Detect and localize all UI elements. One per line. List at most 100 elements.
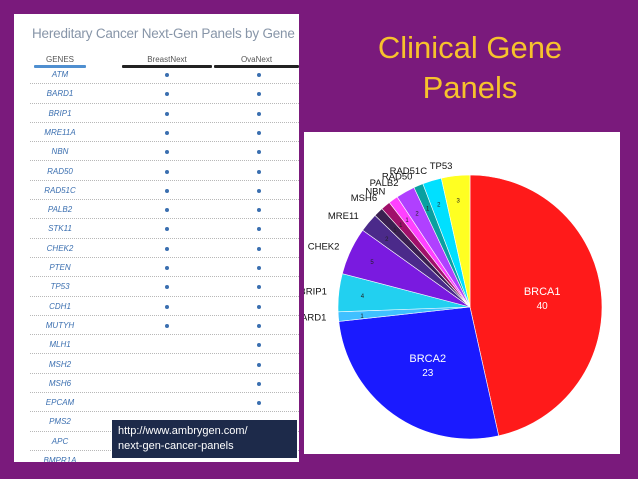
pie-slice-name-label: MRE11: [328, 211, 359, 222]
pie-value-label: 40: [537, 301, 549, 312]
gene-name: MSH6: [48, 378, 72, 388]
ovanext-included-dot: [257, 208, 261, 213]
gene-name: BMPR1A: [43, 456, 77, 462]
column-header-genes: GENES: [45, 55, 74, 64]
pie-value-label: 1: [405, 218, 409, 224]
table-row: CHEK2: [30, 239, 299, 258]
table-row: MSH6: [30, 374, 299, 394]
pie-slice-brca2: [338, 306, 500, 440]
breastnext-included-dot: [165, 285, 169, 290]
ovanext-included-dot: [257, 92, 261, 97]
pie-chart-panel: 40BRCA123BRCA21BARD14BRIP15CHEK22MRE1111…: [304, 132, 620, 454]
row-divider: [30, 160, 299, 162]
gene-name: ATM: [51, 70, 69, 79]
row-divider: [30, 276, 299, 278]
ovanext-included-dot: [257, 227, 261, 232]
ovanext-included-dot: [257, 130, 261, 135]
gene-panel-table: Hereditary Cancer Next-Gen Panels by Gen…: [14, 14, 299, 462]
pie-value-label: 1: [360, 314, 364, 320]
pie-value-label: 5: [370, 260, 374, 266]
breastnext-included-dot: [165, 323, 169, 328]
table-row: PALB2: [30, 200, 299, 220]
ovanext-included-dot: [257, 362, 261, 367]
pie-slice-name-label: BARD1: [304, 312, 326, 323]
table-row: NBN: [30, 142, 299, 162]
breastnext-included-dot: [165, 92, 169, 97]
pie-slice-brca1: [469, 174, 603, 437]
pie-value-label: 2: [385, 237, 389, 243]
gene-name: RAD51C: [44, 185, 76, 195]
gene-name: CDH1: [49, 301, 71, 311]
row-divider: [30, 218, 299, 220]
ovanext-included-dot: [257, 285, 261, 290]
pie-slice-name-label: RAD51C: [390, 166, 428, 177]
pie-slice-name-label: RAD50: [382, 171, 413, 182]
pie-chart: 40BRCA123BRCA21BARD14BRIP15CHEK22MRE1111…: [304, 161, 603, 440]
gene-name: STK11: [48, 224, 72, 234]
table-row: ATM: [30, 65, 299, 85]
ovanext-included-dot: [257, 266, 261, 270]
row-divider: [30, 334, 299, 336]
ovanext-included-dot: [257, 73, 261, 77]
table-row: MLH1: [30, 335, 299, 355]
breastnext-included-dot: [165, 266, 169, 270]
slide-title: Clinical Gene Panels: [310, 28, 630, 108]
table-row: MRE11A: [30, 123, 299, 143]
row-divider: [30, 411, 299, 413]
breastnext-included-dot: [165, 111, 169, 116]
ovanext-included-dot: [257, 188, 261, 193]
pie-slice-name-label: MSH6: [351, 193, 377, 204]
pie-slice-name-label: NBN: [365, 187, 385, 198]
row-divider: [30, 102, 299, 104]
breastnext-included-dot: [165, 304, 169, 309]
row-divider: [30, 199, 299, 201]
ovanext-included-dot: [257, 150, 261, 155]
table-row: PTEN: [30, 258, 299, 278]
breastnext-included-dot: [165, 246, 169, 251]
gene-name: PALB2: [47, 205, 73, 215]
pie-value-label: 1: [426, 206, 430, 212]
gene-name: TP53: [50, 282, 70, 292]
breastnext-included-dot: [165, 150, 169, 155]
ovanext-included-dot: [257, 401, 261, 406]
column-header-genes-underline: [34, 65, 86, 68]
source-url-line2: next-gen-cancer-panels: [118, 440, 234, 452]
table-row: CDH1: [30, 297, 299, 316]
ovanext-included-dot: [257, 304, 261, 309]
pie-slice-tp53: [440, 174, 471, 308]
pie-slice-name-label: BRIP1: [304, 286, 327, 297]
pie-value-label: 2: [415, 212, 419, 218]
ovanext-included-dot: [257, 343, 261, 348]
breastnext-included-dot: [165, 73, 169, 77]
ovanext-included-dot: [257, 246, 261, 251]
breastnext-included-dot: [165, 208, 169, 213]
ovanext-included-dot: [257, 169, 261, 174]
row-divider: [30, 392, 299, 394]
row-divider: [30, 256, 299, 258]
pie-slice-name-label: PALB2: [370, 178, 399, 189]
table-row: RAD50: [30, 162, 299, 181]
row-divider: [30, 237, 299, 239]
row-divider: [30, 179, 299, 181]
ovanext-included-dot: [257, 381, 261, 386]
pie-value-label: 23: [422, 368, 434, 379]
gene-name: RAD50: [47, 166, 73, 176]
gene-name: EPCAM: [45, 398, 75, 408]
gene-name: PMS2: [49, 417, 71, 427]
table-row: MUTYH: [30, 316, 299, 336]
breastnext-included-dot: [165, 227, 169, 232]
breastnext-included-dot: [165, 130, 169, 135]
pie-value-label: 4: [361, 294, 365, 300]
gene-name: APC: [51, 436, 69, 446]
slide-title-line1: Clinical Gene: [377, 30, 563, 65]
gene-name: MRE11A: [44, 127, 76, 137]
pie-slice-name-label: BRCA2: [409, 353, 446, 365]
table-row: TP53: [30, 277, 299, 297]
column-header-breastnext-underline: [122, 65, 212, 68]
source-url-line1: http://www.ambrygen.com/: [118, 425, 248, 437]
pie-value-label: 2: [437, 202, 441, 208]
slide-title-line2: Panels: [422, 70, 518, 105]
row-divider: [30, 372, 299, 374]
row-divider: [30, 295, 299, 297]
breastnext-included-dot: [165, 188, 169, 193]
